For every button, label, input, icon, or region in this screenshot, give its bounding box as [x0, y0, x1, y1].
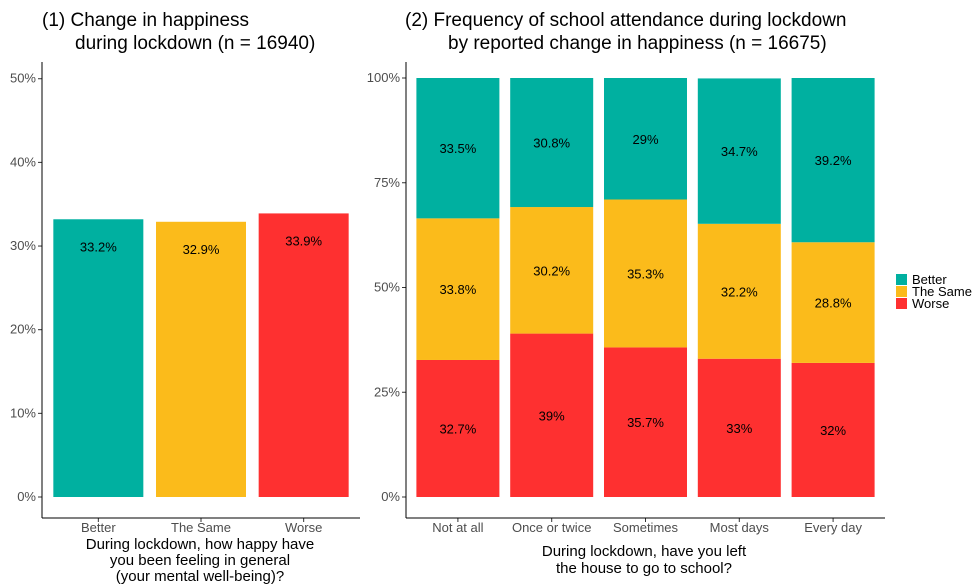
- data-label-sometimes-better: 29%: [632, 132, 658, 147]
- data-label-once-or-twice-the-same: 30.2%: [533, 263, 570, 278]
- bar-better: [53, 219, 144, 497]
- data-label-not-at-all-worse: 32.7%: [439, 421, 476, 436]
- panel-2-bars: 32.7% 33.8% 33.5% 39% 30.2% 30.8% 35.7% 35.3% 29…: [416, 78, 875, 497]
- bar-not-at-all-the-same: [416, 218, 500, 360]
- data-label-every-day-worse: 32%: [820, 423, 846, 438]
- panel-2-xlabel-line-1: During lockdown, have you left: [542, 543, 747, 560]
- panel-2-x-tick-labels: Not at all Once or twice Sometimes Most day…: [432, 518, 862, 535]
- data-label-sometimes-the-same: 35.3%: [627, 266, 664, 281]
- panel-2-xlabel-line-2: the house to go to school?: [556, 560, 732, 577]
- data-label-most-days-better: 34.7%: [721, 144, 758, 159]
- x-tick-label-most-days: Most days: [710, 520, 770, 535]
- bar-most-days-better: [697, 78, 781, 224]
- data-label-every-day-the-same: 28.8%: [815, 296, 852, 311]
- x-tick-label-not-at-all: Not at all: [432, 520, 483, 535]
- data-label-once-or-twice-worse: 39%: [539, 408, 565, 423]
- x-tick-label-once-or-twice: Once or twice: [512, 520, 591, 535]
- bar-most-days-the-same: [697, 223, 781, 359]
- x-tick-label-the-same: The Same: [171, 520, 231, 535]
- bar-sometimes-better: [604, 78, 687, 200]
- bar-sometimes-the-same: [604, 199, 687, 348]
- y-tick-label: 40%: [10, 154, 36, 169]
- y-tick-label: 0%: [17, 489, 36, 504]
- bar-not-at-all-worse: [416, 359, 500, 497]
- bar-every-day-worse: [791, 362, 875, 497]
- x-tick-label-every-day: Every day: [804, 520, 862, 535]
- bar-the-same: [156, 221, 246, 497]
- bar-once-or-twice-worse: [510, 333, 594, 497]
- data-label-once-or-twice-better: 30.8%: [533, 136, 570, 151]
- data-label-not-at-all-better: 33.5%: [439, 141, 476, 156]
- bar-sometimes-worse: [604, 347, 687, 497]
- legend-label-better: Better: [912, 272, 947, 287]
- data-label-not-at-all-the-same: 33.8%: [439, 282, 476, 297]
- panel-1-bars: 33.2% 32.9% 33.9%: [53, 213, 349, 498]
- data-label-most-days-the-same: 32.2%: [721, 284, 758, 299]
- panel-1: (1) Change in happiness during lockdown …: [10, 10, 360, 585]
- x-tick-label-worse: Worse: [285, 520, 322, 535]
- y-tick-label: 30%: [10, 238, 36, 253]
- legend-key-better: [896, 274, 907, 285]
- data-label-every-day-better: 39.2%: [815, 153, 852, 168]
- y-tick-label: 0%: [381, 489, 400, 504]
- y-tick-label: 100%: [367, 70, 401, 85]
- y-tick-label: 50%: [10, 71, 36, 86]
- y-tick-label: 25%: [374, 384, 400, 399]
- legend-key-the-same: [896, 286, 907, 297]
- legend-label-the-same: The Same: [912, 284, 972, 299]
- panel-1-xlabel-line-1: During lockdown, how happy have: [86, 536, 314, 553]
- bar-every-day-better: [791, 78, 875, 243]
- panel-2: (2) Frequency of school attendance durin…: [367, 10, 885, 577]
- data-label-sometimes-worse: 35.7%: [627, 415, 664, 430]
- x-tick-label-better: Better: [81, 520, 116, 535]
- bar-worse: [258, 213, 349, 498]
- data-label-the-same: 32.9%: [183, 242, 220, 257]
- legend-key-worse: [896, 298, 907, 309]
- panel-1-x-tick-labels: Better The Same Worse: [81, 518, 322, 535]
- x-tick-label-sometimes: Sometimes: [613, 520, 679, 535]
- panel-1-xlabel-line-2: you been feeling in general: [110, 552, 290, 569]
- bar-every-day-the-same: [791, 242, 875, 363]
- panel-2-title-line-2: by reported change in happiness (n = 166…: [448, 33, 827, 54]
- y-tick-label: 75%: [374, 175, 400, 190]
- panel-1-title-line-1: (1) Change in happiness: [42, 10, 249, 31]
- data-label-better: 33.2%: [80, 239, 117, 254]
- y-tick-label: 50%: [374, 280, 400, 295]
- y-tick-label: 20%: [10, 322, 36, 337]
- panel-1-xlabel-line-3: (your mental well-being)?: [116, 568, 284, 585]
- data-label-worse: 33.9%: [285, 233, 322, 248]
- panel-2-title-line-1: (2) Frequency of school attendance durin…: [405, 10, 846, 31]
- panel-1-y-tick-labels: 0% 10% 20% 30% 40% 50%: [10, 71, 42, 504]
- bar-once-or-twice-the-same: [510, 207, 594, 334]
- bar-most-days-worse: [697, 358, 781, 497]
- data-label-most-days-worse: 33%: [726, 421, 752, 436]
- panel-1-title-line-2: during lockdown (n = 16940): [75, 33, 315, 54]
- panel-2-y-tick-labels: 0% 25% 50% 75% 100%: [367, 70, 406, 504]
- y-tick-label: 10%: [10, 405, 36, 420]
- bar-once-or-twice-better: [510, 78, 594, 208]
- bar-not-at-all-better: [416, 78, 500, 219]
- legend-label-worse: Worse: [912, 296, 949, 311]
